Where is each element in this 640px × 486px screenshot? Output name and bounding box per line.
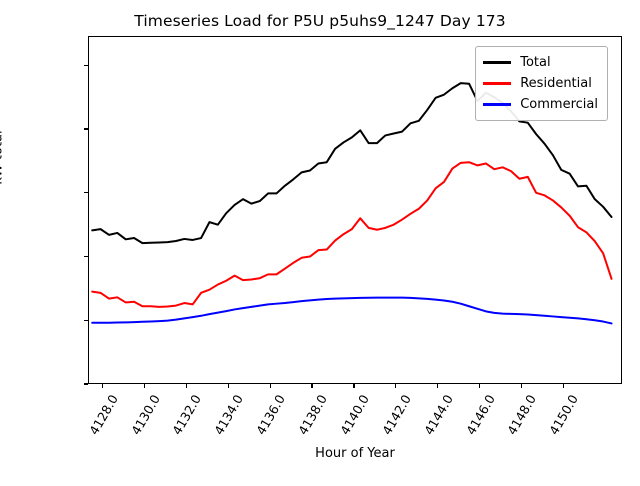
x-tick-mark: [520, 384, 523, 388]
legend-entry: Total: [483, 52, 598, 73]
x-tick-mark: [437, 384, 439, 388]
legend-swatch-icon: [483, 103, 512, 106]
legend-swatch-icon: [483, 82, 512, 85]
series-line-total: [91, 82, 613, 245]
legend-label: Total: [520, 55, 551, 70]
x-tick-mark: [311, 384, 313, 388]
y-tick-mark: [84, 128, 88, 130]
x-tick-mark: [185, 384, 188, 388]
x-tick-mark: [269, 384, 271, 388]
chart-title: Timeseries Load for P5U p5uhs9_1247 Day …: [134, 12, 506, 30]
y-tick-mark: [84, 319, 88, 321]
x-tick-mark: [227, 384, 229, 388]
x-tick-mark: [143, 384, 146, 388]
series-line-commercial: [91, 296, 613, 325]
legend-entry: Commercial: [483, 94, 598, 115]
y-tick-mark: [84, 64, 88, 66]
legend-label: Commercial: [520, 97, 598, 112]
legend-entry: Residential: [483, 73, 598, 94]
x-tick-mark: [353, 384, 355, 388]
legend-label: Residential: [520, 76, 592, 91]
y-tick-mark: [84, 192, 88, 194]
y-tick-mark: [84, 383, 88, 385]
legend-swatch-icon: [483, 61, 512, 64]
x-tick-mark: [562, 384, 564, 388]
x-tick-mark: [395, 384, 397, 388]
x-axis-label: Hour of Year: [315, 446, 395, 461]
y-axis-label: kW total: [0, 130, 6, 185]
chart-legend: Total Residential Commercial: [475, 46, 608, 121]
x-tick-mark: [102, 384, 104, 388]
y-tick-mark: [84, 255, 88, 258]
data-lines: [91, 82, 613, 325]
plot-area: Total Residential Commercial: [88, 36, 622, 384]
series-line-residential: [91, 161, 613, 308]
x-tick-mark: [478, 384, 481, 388]
